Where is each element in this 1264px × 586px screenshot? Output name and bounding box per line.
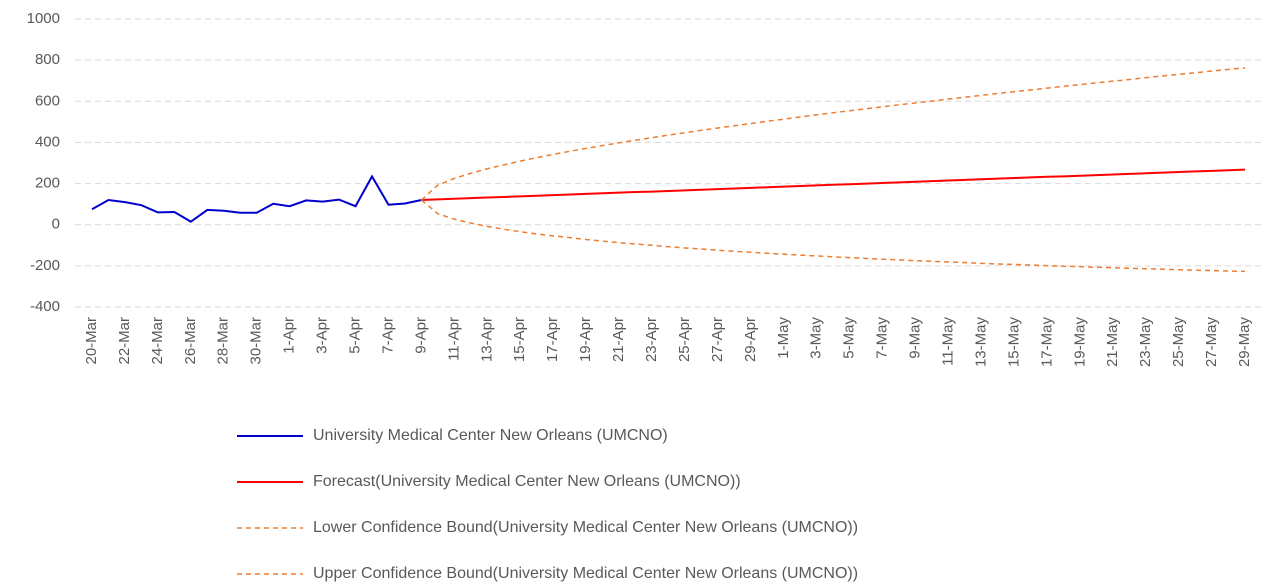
- y-tick-label: 800: [35, 51, 60, 68]
- y-tick-label: -400: [30, 298, 60, 315]
- x-tick-label: 21-Apr: [610, 317, 627, 362]
- x-tick-label: 20-Mar: [83, 317, 100, 365]
- series-line: [420, 199, 1246, 273]
- series-line: [420, 67, 1246, 201]
- x-tick-label: 25-May: [1170, 317, 1187, 368]
- x-tick-label: 5-Apr: [347, 317, 364, 354]
- x-tick-label: 17-May: [1038, 317, 1055, 368]
- series-line: [421, 168, 1246, 202]
- x-tick-label: 19-Apr: [577, 317, 594, 362]
- y-tick-label: 600: [35, 92, 60, 109]
- x-tick-label: 21-May: [1104, 317, 1121, 368]
- x-tick-label: 15-May: [1005, 317, 1022, 368]
- x-tick-label: 27-Apr: [709, 317, 726, 362]
- x-tick-label: 11-Apr: [445, 317, 462, 361]
- legend-label: University Medical Center New Orleans (U…: [313, 427, 668, 444]
- x-tick-label: 17-Apr: [544, 317, 561, 362]
- x-tick-label: 5-May: [841, 317, 858, 359]
- x-tick-label: 13-Apr: [478, 317, 495, 362]
- y-tick-label: 200: [35, 175, 60, 192]
- x-tick-label: 30-Mar: [248, 317, 265, 365]
- x-tick-label: 7-May: [874, 317, 891, 359]
- x-tick-label: 27-May: [1203, 317, 1220, 368]
- y-tick-label: -200: [30, 257, 60, 274]
- series-line: [91, 174, 422, 223]
- x-tick-label: 22-Mar: [116, 317, 133, 365]
- legend-label: Lower Confidence Bound(University Medica…: [313, 519, 858, 536]
- x-tick-label: 9-May: [907, 317, 924, 359]
- x-tick-label: 1-Apr: [281, 317, 298, 354]
- y-tick-label: 400: [35, 133, 60, 150]
- x-tick-label: 23-May: [1137, 317, 1154, 368]
- x-tick-label: 23-Apr: [643, 317, 660, 362]
- x-tick-label: 9-Apr: [412, 317, 429, 354]
- legend-label: Upper Confidence Bound(University Medica…: [313, 565, 858, 582]
- x-tick-label: 26-Mar: [182, 317, 199, 365]
- y-tick-label: 0: [52, 216, 60, 233]
- legend-label: Forecast(University Medical Center New O…: [313, 473, 741, 490]
- x-tick-label: 3-May: [808, 317, 825, 359]
- x-tick-label: 15-Apr: [511, 317, 528, 362]
- x-tick-label: 28-Mar: [215, 317, 232, 365]
- x-tick-label: 19-May: [1071, 317, 1088, 368]
- x-tick-label: 29-May: [1236, 317, 1253, 368]
- x-tick-label: 29-Apr: [742, 317, 759, 362]
- x-tick-label: 13-May: [972, 317, 989, 368]
- y-tick-label: 1000: [27, 10, 60, 27]
- x-tick-label: 3-Apr: [314, 317, 331, 354]
- x-tick-label: 11-May: [939, 317, 956, 366]
- x-tick-label: 1-May: [775, 317, 792, 359]
- x-tick-label: 25-Apr: [676, 317, 693, 362]
- x-tick-label: 7-Apr: [379, 317, 396, 354]
- x-tick-label: 24-Mar: [149, 317, 166, 365]
